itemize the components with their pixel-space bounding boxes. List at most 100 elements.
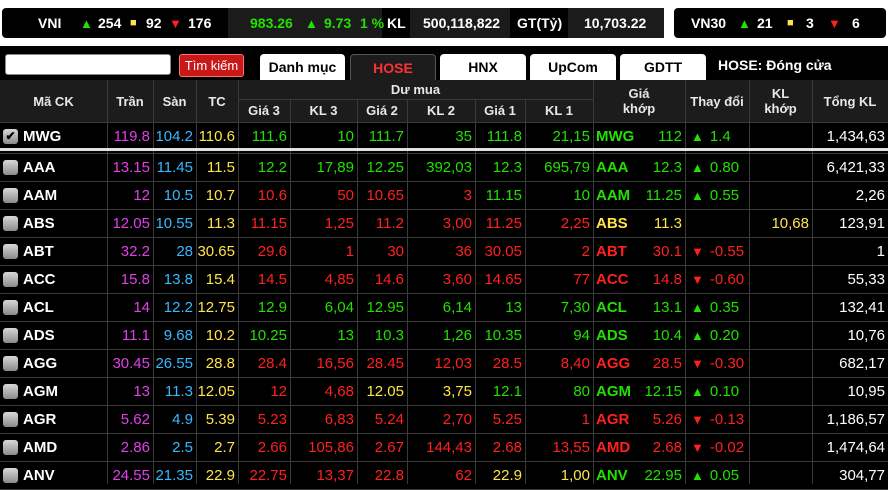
checkbox-icon[interactable] — [3, 467, 18, 483]
v2-cell: 392,03 — [426, 158, 472, 176]
col-header-bidvol3[interactable]: KL 3 — [309, 103, 338, 118]
col-header-bidvol2[interactable]: KL 2 — [427, 103, 455, 118]
col-header-ceiling[interactable]: Trần — [116, 93, 144, 109]
match-price-label-2: khớp — [622, 101, 656, 116]
grid-line — [407, 99, 408, 484]
symbol-cell[interactable]: ABT — [0, 237, 107, 265]
table-row[interactable]: ABS 12.05 10.55 11.3 11.15 1,25 11.2 3,00 11.25 2… — [0, 209, 888, 237]
p3-cell: 22.75 — [249, 466, 287, 484]
checkbox-icon[interactable] — [3, 383, 18, 399]
tab-upcom[interactable]: UpCom — [530, 54, 616, 80]
tab-hose[interactable]: HOSE — [350, 54, 436, 80]
grid-line — [0, 349, 888, 350]
col-header-change[interactable]: Thay đổi — [690, 93, 744, 109]
p2-cell: 2.67 — [374, 438, 404, 456]
checkbox-icon[interactable] — [3, 299, 18, 315]
table-row[interactable]: ACC 15.8 13.8 15.4 14.5 4,85 14.6 3,60 14.65 77 AC… — [0, 265, 888, 293]
table-row[interactable]: AAM 12 10.5 10.7 10.6 50 10.65 3 11.15 10 AAM 11.25… — [0, 181, 888, 209]
col-header-ref[interactable]: TC — [208, 93, 226, 109]
col-header-bidvol1[interactable]: KL 1 — [545, 103, 573, 118]
symbol-cell[interactable]: AGR — [0, 405, 107, 433]
checkbox-icon[interactable] — [3, 411, 18, 427]
p1-cell: 12.1 — [492, 382, 522, 400]
col-header-bid-group: Dư mua — [390, 82, 441, 97]
symbol-cell[interactable]: AGG — [0, 349, 107, 377]
match-vol-label-2: khớp — [764, 101, 797, 116]
v1-cell: 2,25 — [560, 214, 590, 232]
checkbox-icon[interactable] — [3, 355, 18, 371]
col-header-match-vol[interactable]: KL khớp — [749, 80, 812, 122]
grid-line — [290, 99, 291, 484]
ceil-cell: 11.1 — [121, 326, 150, 344]
p3-cell: 28.4 — [257, 354, 287, 372]
symbol-cell[interactable]: ACL — [0, 293, 107, 321]
change-value: 0.05 — [709, 466, 740, 484]
symbol-label: AAM — [23, 186, 58, 204]
market-status: HOSE: Đóng cửa — [718, 57, 832, 73]
change-cell: ▲ 0.35 — [685, 293, 749, 321]
symbol-cell[interactable]: AMD — [0, 433, 107, 461]
down-triangle-icon: ▼ — [691, 411, 704, 427]
search-button[interactable]: Tìm kiếm — [179, 54, 244, 77]
up-triangle-icon: ▲ — [691, 467, 704, 483]
tab-gdtt[interactable]: GDTT — [620, 54, 706, 80]
checkbox-icon[interactable] — [3, 243, 18, 259]
checkbox-icon[interactable] — [3, 215, 18, 231]
col-header-bid1[interactable]: Giá 1 — [484, 103, 516, 118]
table-row[interactable]: AAA 13.15 11.45 11.5 12.2 17,89 12.25 392,03 12.… — [0, 153, 888, 181]
col-header-bid2[interactable]: Giá 2 — [366, 103, 398, 118]
symbol-cell[interactable]: ACC — [0, 265, 107, 293]
col-header-bid3[interactable]: Giá 3 — [248, 103, 280, 118]
price-cell: 2.68 — [652, 438, 682, 456]
p1-cell: 28.5 — [492, 354, 522, 372]
table-row[interactable]: ACL 14 12.2 12.75 12.9 6,04 12.95 6,14 13 7,30 ACL… — [0, 293, 888, 321]
down-triangle-icon: ▼ — [828, 15, 841, 31]
up-triangle-icon: ▲ — [691, 299, 704, 315]
p3-cell: 29.6 — [257, 242, 287, 260]
kl-cell — [749, 433, 812, 461]
vn30-up-count: 21 — [757, 15, 773, 31]
p3-cell: 12.9 — [257, 298, 287, 316]
table-row[interactable]: AGM 13 11.3 12.05 12 4,68 12.05 3,75 12.1 80 AGM 12… — [0, 377, 888, 405]
symbol-label: ABT — [23, 242, 54, 260]
up-triangle-icon: ▲ — [305, 15, 318, 31]
checkbox-icon[interactable] — [3, 159, 18, 175]
checkbox-icon[interactable] — [3, 187, 18, 203]
table-row[interactable]: AGR 5.62 4.9 5.39 5.23 6,83 5.24 2,70 5.25 1 AGR 5.… — [0, 405, 888, 433]
table-row[interactable]: ABT 32.2 28 30.65 29.6 1 30 36 30.05 2 ABT 30.1 ▼ -0.… — [0, 237, 888, 265]
checkbox-icon[interactable] — [3, 327, 18, 343]
tab-danh-muc[interactable]: Danh mục — [260, 54, 345, 80]
symbol-cell[interactable]: ANV — [0, 461, 107, 489]
symbol-cell[interactable]: AGM — [0, 377, 107, 405]
table-row[interactable]: AGG 30.45 26.55 28.8 28.4 16,56 28.45 12,03 28.5… — [0, 349, 888, 377]
symbol-cell[interactable]: AAM — [0, 181, 107, 209]
table-row[interactable]: AMD 2.86 2.5 2.7 2.66 105,86 2.67 144,43 2.68 13,… — [0, 433, 888, 461]
col-header-symbol[interactable]: Mã CK — [33, 93, 74, 109]
flat-square-icon: ■ — [130, 17, 137, 29]
col-header-match-price[interactable]: Giá khớp — [593, 80, 685, 122]
symbol-cell[interactable]: AAA — [0, 153, 107, 181]
symbol-label: AGR — [23, 410, 57, 428]
p1-cell: 11.25 — [485, 214, 522, 232]
symbol-cell[interactable]: ✔ MWG — [0, 122, 107, 150]
table-row[interactable]: ANV 24.55 21.35 22.9 22.75 13,37 22.8 62 22.9 1,0… — [0, 461, 888, 489]
v2-cell: 144,43 — [426, 438, 472, 456]
match-symbol-cell: AGM — [596, 382, 631, 400]
checked-checkbox-icon[interactable]: ✔ — [3, 128, 18, 144]
p3-cell: 11.15 — [250, 214, 287, 232]
symbol-cell[interactable]: ABS — [0, 209, 107, 237]
checkbox-icon[interactable] — [3, 271, 18, 287]
match-symbol-cell: ABS — [596, 214, 628, 232]
table-row[interactable]: ✔ MWG 119.8 104.2 110.6 111.6 10 111.7 35 111.8 21… — [0, 122, 888, 150]
vni-gt-cell — [568, 8, 664, 38]
table-row[interactable]: ADS 11.1 9.68 10.2 10.25 13 10.3 1,26 10.35 94 ADS… — [0, 321, 888, 349]
grid-line — [0, 377, 888, 378]
col-header-floor[interactable]: Sàn — [162, 93, 187, 109]
search-input[interactable] — [5, 54, 171, 75]
tab-hnx[interactable]: HNX — [440, 54, 526, 80]
checkbox-icon[interactable] — [3, 439, 18, 455]
grid-line — [0, 265, 888, 266]
col-header-total-vol[interactable]: Tổng KL — [823, 93, 877, 109]
kl-cell — [749, 405, 812, 433]
symbol-cell[interactable]: ADS — [0, 321, 107, 349]
